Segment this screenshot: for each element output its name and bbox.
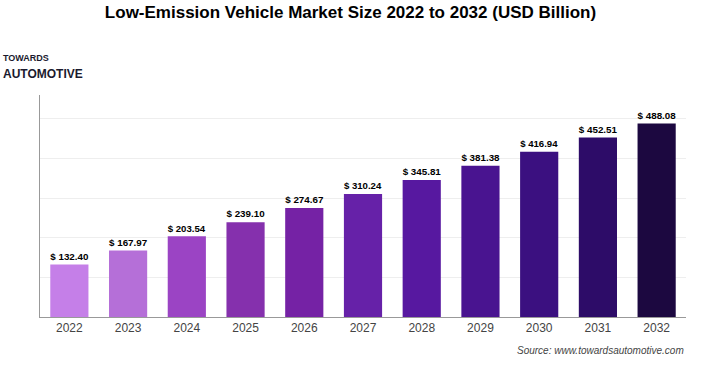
svg-text:AUTOMOTIVE: AUTOMOTIVE [3,67,83,81]
svg-text:Source: www.towardsautomotive.: Source: www.towardsautomotive.com [517,345,684,356]
svg-text:$ 203.54: $ 203.54 [168,223,206,234]
svg-text:2031: 2031 [585,321,612,335]
svg-text:2029: 2029 [467,321,494,335]
svg-text:$ 488.08: $ 488.08 [638,110,677,121]
svg-text:2030: 2030 [526,321,553,335]
svg-text:$ 132.40: $ 132.40 [50,251,89,262]
svg-text:$ 239.10: $ 239.10 [226,208,265,219]
svg-text:TOWARDS: TOWARDS [3,53,49,63]
svg-text:2032: 2032 [643,321,670,335]
svg-text:$ 274.67: $ 274.67 [285,194,324,205]
svg-text:Low-Emission Vehicle Market Si: Low-Emission Vehicle Market Size 2022 to… [105,3,596,22]
svg-text:$ 452.51: $ 452.51 [579,124,618,135]
svg-text:$ 345.81: $ 345.81 [403,166,442,177]
svg-text:2025: 2025 [232,321,259,335]
svg-text:2027: 2027 [350,321,377,335]
svg-text:$ 381.38: $ 381.38 [461,152,500,163]
svg-text:2024: 2024 [173,321,200,335]
svg-text:$ 310.24: $ 310.24 [344,180,382,191]
svg-text:2028: 2028 [408,321,435,335]
svg-text:2022: 2022 [56,321,83,335]
svg-text:2023: 2023 [115,321,142,335]
svg-text:$ 416.94: $ 416.94 [520,138,558,149]
svg-text:2026: 2026 [291,321,318,335]
svg-text:$ 167.97: $ 167.97 [109,237,148,248]
